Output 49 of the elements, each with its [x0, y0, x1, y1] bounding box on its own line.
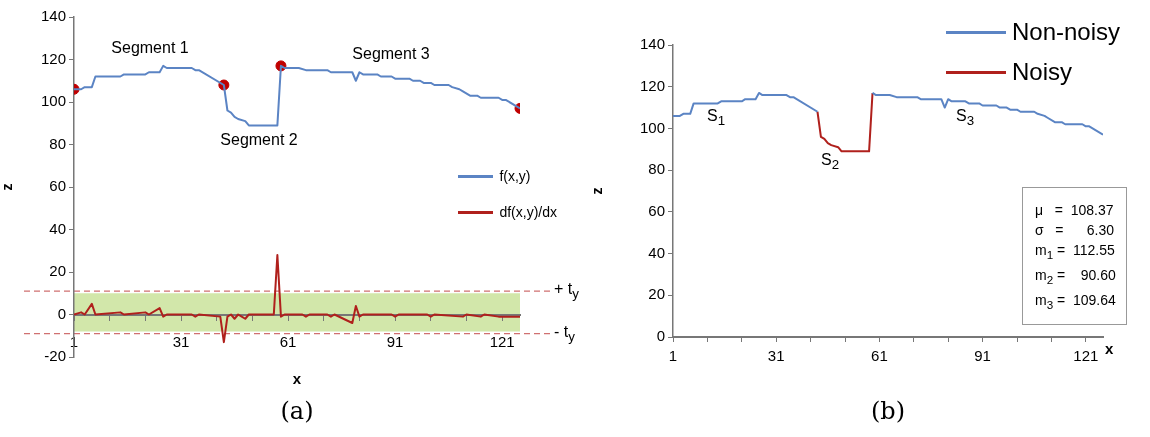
- y-tick-label: 120: [639, 76, 665, 94]
- y-tick-label: 20: [49, 262, 66, 280]
- y-tick-label: 80: [648, 160, 665, 178]
- x-tick-label: 91: [974, 347, 991, 365]
- annotation: S$_{2}$: [820, 151, 840, 173]
- y-tick-label: 60: [648, 202, 665, 219]
- x-tick-label: 61: [279, 332, 297, 350]
- y-tick-label: 40: [49, 219, 66, 237]
- y-tick-label: 80: [49, 134, 66, 152]
- x-tick-label: 91: [386, 332, 404, 350]
- y-tick-label: 140: [639, 35, 665, 53]
- legend-label: Non-noisy: [1011, 18, 1120, 46]
- x-tick-label: 61: [871, 347, 888, 365]
- y-tick-label: 0: [57, 304, 66, 322]
- y-tick-label: 100: [40, 92, 66, 110]
- text: (a): [280, 397, 314, 425]
- y-tick-label: 40: [648, 243, 665, 261]
- annotation: S$_{1}$: [706, 107, 726, 129]
- y-tick-label: 0: [656, 327, 665, 345]
- ref-line-label: + t$_{y}$: [554, 280, 579, 302]
- x-axis-title: x: [1105, 340, 1114, 357]
- legend-label: df(x,y)/dx: [499, 204, 557, 220]
- annotation: m$_{1}$ = 112.55: [1035, 241, 1116, 263]
- x-tick-label: 31: [767, 347, 785, 365]
- y-tick-label: 20: [648, 285, 665, 303]
- x-tick-label: 121: [1073, 347, 1099, 365]
- ref-line-label: - t$_{y}$: [554, 322, 575, 345]
- y-axis-title: z: [0, 183, 16, 191]
- x-tick-label: 31: [172, 332, 190, 350]
- annotation: μ = 108.37: [1035, 201, 1115, 220]
- x-axis-title: x: [292, 370, 302, 387]
- y-tick-label: 140: [40, 7, 66, 25]
- x-tick-label: 121: [489, 332, 515, 350]
- annotation: S$_{3}$: [955, 107, 975, 129]
- annotation: m$_{2}$ = 90.60: [1035, 265, 1116, 288]
- y-tick-label: 100: [639, 118, 665, 136]
- annotation: Segment 2: [220, 131, 298, 148]
- legend-label: f(x,y): [499, 168, 531, 184]
- text: (b): [870, 397, 906, 425]
- y-axis-title: z: [589, 187, 606, 195]
- x-tick-label: 1: [668, 347, 678, 365]
- annotation: Segment 1: [111, 39, 189, 56]
- y-tick-label: -20: [44, 347, 66, 365]
- y-tick-label: 60: [49, 177, 66, 195]
- annotation: m$_{3}$ = 109.64: [1035, 290, 1116, 313]
- annotation: Segment 3: [352, 45, 430, 62]
- y-tick-label: 120: [40, 49, 66, 67]
- legend-label: Noisy: [1011, 58, 1072, 86]
- annotation: σ = 6.30: [1035, 221, 1116, 240]
